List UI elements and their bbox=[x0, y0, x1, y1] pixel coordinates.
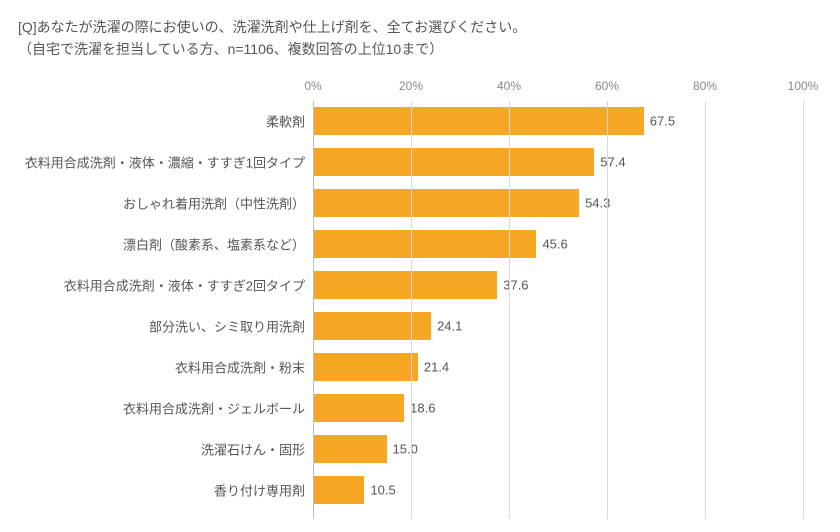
x-axis-labels: 0% 20% 40% 60% 80% 100% bbox=[18, 79, 822, 101]
category-label: 柔軟剤 bbox=[18, 112, 305, 131]
category-label: 香り付け専用剤 bbox=[18, 481, 305, 500]
gridline bbox=[705, 101, 706, 519]
x-tick-label: 100% bbox=[788, 79, 819, 93]
chart: 0% 20% 40% 60% 80% 100% 柔軟剤 67.5 衣料用合成洗剤・液体・濃縮・… bbox=[18, 79, 822, 519]
value-label: 10.5 bbox=[370, 483, 395, 498]
chart-row: 漂白剤（酸素系、塩素系など） 45.6 bbox=[18, 224, 822, 265]
bar bbox=[313, 476, 364, 504]
category-label: 部分洗い、シミ取り用洗剤 bbox=[18, 317, 305, 336]
value-label: 24.1 bbox=[437, 319, 462, 334]
category-label: 衣料用合成洗剤・液体・すすぎ2回タイプ bbox=[18, 276, 305, 295]
chart-row: 洗濯石けん・固形 15.0 bbox=[18, 429, 822, 470]
bar bbox=[313, 435, 387, 463]
bar bbox=[313, 107, 644, 135]
category-label: 衣料用合成洗剤・ジェルボール bbox=[18, 399, 305, 418]
bar bbox=[313, 312, 431, 340]
x-tick-label: 40% bbox=[497, 79, 521, 93]
chart-title-line1: [Q]あなたが洗濯の際にお使いの、洗濯洗剤や仕上げ剤を、全てお選びください。 bbox=[18, 16, 822, 38]
value-label: 37.6 bbox=[503, 278, 528, 293]
value-label: 67.5 bbox=[650, 114, 675, 129]
chart-rows: 柔軟剤 67.5 衣料用合成洗剤・液体・濃縮・すすぎ1回タイプ 57.4 おしゃれ着用洗… bbox=[18, 101, 822, 511]
chart-row: 香り付け専用剤 10.5 bbox=[18, 470, 822, 511]
page: [Q]あなたが洗濯の際にお使いの、洗濯洗剤や仕上げ剤を、全てお選びください。 （… bbox=[0, 0, 840, 532]
chart-row: 衣料用合成洗剤・液体・すすぎ2回タイプ 37.6 bbox=[18, 265, 822, 306]
bar bbox=[313, 189, 579, 217]
bar bbox=[313, 394, 404, 422]
bar bbox=[313, 148, 594, 176]
chart-row: おしゃれ着用洗剤（中性洗剤）54.3 bbox=[18, 183, 822, 224]
chart-row: 衣料用合成洗剤・ジェルボール 18.6 bbox=[18, 388, 822, 429]
chart-row: 衣料用合成洗剤・液体・濃縮・すすぎ1回タイプ 57.4 bbox=[18, 142, 822, 183]
x-tick-label: 80% bbox=[693, 79, 717, 93]
value-label: 15.0 bbox=[393, 442, 418, 457]
category-label: おしゃれ着用洗剤（中性洗剤） bbox=[18, 194, 305, 213]
bar bbox=[313, 271, 497, 299]
chart-row: 衣料用合成洗剤・粉末 21.4 bbox=[18, 347, 822, 388]
plot-area: 柔軟剤 67.5 衣料用合成洗剤・液体・濃縮・すすぎ1回タイプ 57.4 おしゃれ着用洗… bbox=[18, 101, 822, 519]
bar bbox=[313, 353, 418, 381]
value-label: 21.4 bbox=[424, 360, 449, 375]
bar bbox=[313, 230, 536, 258]
value-label: 18.6 bbox=[410, 401, 435, 416]
value-label: 57.4 bbox=[600, 155, 625, 170]
gridline bbox=[607, 101, 608, 519]
chart-row: 部分洗い、シミ取り用洗剤 24.1 bbox=[18, 306, 822, 347]
category-label: 衣料用合成洗剤・粉末 bbox=[18, 358, 305, 377]
category-label: 衣料用合成洗剤・液体・濃縮・すすぎ1回タイプ bbox=[18, 153, 305, 172]
gridline bbox=[803, 101, 804, 519]
gridline bbox=[509, 101, 510, 519]
category-label: 洗濯石けん・固形 bbox=[18, 440, 305, 459]
gridline bbox=[313, 101, 314, 519]
chart-row: 柔軟剤 67.5 bbox=[18, 101, 822, 142]
gridline bbox=[411, 101, 412, 519]
value-label: 45.6 bbox=[542, 237, 567, 252]
x-tick-label: 20% bbox=[399, 79, 423, 93]
chart-title-line2: （自宅で洗濯を担当している方、n=1106、複数回答の上位10まで） bbox=[18, 38, 822, 60]
x-tick-label: 60% bbox=[595, 79, 619, 93]
x-tick-label: 0% bbox=[304, 79, 321, 93]
category-label: 漂白剤（酸素系、塩素系など） bbox=[18, 235, 305, 254]
